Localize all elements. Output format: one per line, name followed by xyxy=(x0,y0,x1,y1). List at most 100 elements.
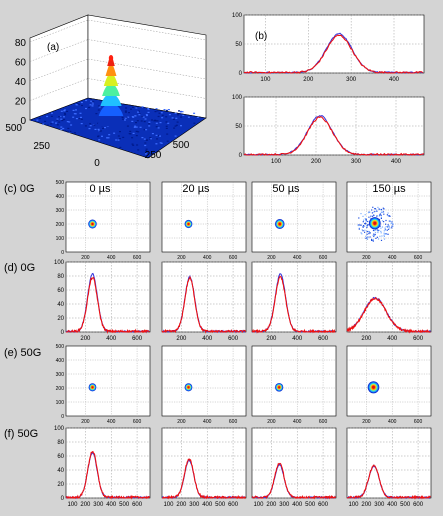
surface-noise xyxy=(137,111,139,113)
heatmap-noise xyxy=(362,221,364,223)
panel-row-label: (d) 0G xyxy=(4,262,35,274)
surface-z-grid xyxy=(87,58,207,80)
surface-peak-band xyxy=(105,66,117,76)
surface-noise xyxy=(72,116,75,118)
heatmap-x-tick-label: 400 xyxy=(293,419,302,425)
heatmap-noise xyxy=(374,208,377,210)
heatmap-noise xyxy=(369,211,371,213)
heatmap-noise xyxy=(359,224,361,226)
heatmap-noise xyxy=(379,235,381,237)
row-f-plot-2-plot-area xyxy=(251,427,337,499)
row-d-plot-0-x-tick-label: 400 xyxy=(106,336,117,342)
row-d-plot-1-x-tick-label: 200 xyxy=(176,336,187,342)
heatmap-noise xyxy=(389,227,391,229)
surface-noise xyxy=(101,135,103,137)
surface-noise xyxy=(168,114,171,116)
surface-noise xyxy=(132,132,135,134)
heatmap-noise xyxy=(367,212,370,214)
surface-noise xyxy=(50,112,53,114)
row-f-plot-3-x-tick-label: 200 xyxy=(361,502,372,508)
surface-noise xyxy=(98,130,101,132)
heatmap-spot-ring xyxy=(91,222,94,226)
surface-noise xyxy=(70,124,73,126)
plot-b-bottom-y-tick-label: 50 xyxy=(235,124,242,130)
row-f-plot-1-x-tick-label: 300 xyxy=(189,502,200,508)
heatmap-noise xyxy=(368,233,370,235)
heatmap-noise xyxy=(387,212,389,214)
surface-noise xyxy=(72,109,75,111)
heatmap-noise xyxy=(379,213,381,215)
surface-noise xyxy=(66,110,69,112)
surface-noise xyxy=(78,103,81,105)
surface-noise xyxy=(180,116,183,118)
heatmap-x-tick-label: 200 xyxy=(81,419,90,425)
surface-noise xyxy=(171,117,174,119)
heatmap-noise xyxy=(387,215,389,217)
surface-noise xyxy=(89,104,92,106)
heatmap-noise xyxy=(367,220,369,223)
surface-x-tick-label: 500 xyxy=(173,140,190,151)
surface-noise xyxy=(165,109,168,111)
surface-noise xyxy=(113,132,116,134)
heatmap-x-tick-label: 200 xyxy=(267,255,276,261)
surface-noise xyxy=(145,129,148,131)
surface-noise xyxy=(160,142,163,144)
heatmap-x-tick-label: 200 xyxy=(177,419,186,425)
surface-noise xyxy=(90,99,93,101)
surface-noise xyxy=(141,137,144,139)
row-f-plot-0-x-tick-label: 200 xyxy=(80,502,91,508)
row-d-plot-3-x-tick-label: 400 xyxy=(387,336,398,342)
heatmap-noise xyxy=(366,226,368,229)
heatmap-noise xyxy=(389,215,391,217)
surface-z-tick-label: 20 xyxy=(15,97,27,108)
heatmap-noise xyxy=(383,230,385,232)
panel-row-label: (f) 50G xyxy=(4,428,38,440)
heatmap-noise xyxy=(383,235,385,237)
heatmap-noise xyxy=(380,232,382,234)
surface-z-grid xyxy=(29,39,89,62)
surface-noise xyxy=(36,119,39,121)
row-d-plot-3-x-tick-label: 600 xyxy=(413,336,424,342)
heatmap-noise xyxy=(374,232,377,234)
row-f-plot-1-x-tick-label: 600 xyxy=(228,502,239,508)
surface-noise xyxy=(150,138,152,140)
surface-noise xyxy=(46,115,49,118)
surface-z-tick-label: 40 xyxy=(15,77,27,88)
row-d-plot-3-plot-area xyxy=(346,261,432,333)
heatmap-noise xyxy=(371,238,373,241)
surface-noise xyxy=(173,127,176,129)
panel-row-label: (e) 50G xyxy=(4,347,41,359)
plot-b-top-y-tick-label: 50 xyxy=(235,42,242,48)
surface-noise xyxy=(121,116,124,118)
surface-noise xyxy=(119,131,121,133)
surface-peak-band xyxy=(97,116,125,126)
row-f-plot-2-x-tick-label: 200 xyxy=(266,502,277,508)
surface-noise xyxy=(145,148,148,150)
heatmap-noise xyxy=(373,234,375,237)
row-f-plot-0-plot-area xyxy=(65,427,151,499)
heatmap-noise xyxy=(372,206,374,208)
heatmap-noise xyxy=(383,238,386,240)
surface-noise xyxy=(165,121,168,123)
row-f-plot-1-x-tick-label: 500 xyxy=(215,502,226,508)
surface-noise xyxy=(151,119,153,121)
surface-noise xyxy=(156,110,159,112)
surface-noise xyxy=(64,130,67,132)
surface-noise xyxy=(174,135,177,137)
row-f-plot-3-series-red xyxy=(346,464,431,500)
surface-noise xyxy=(97,105,100,107)
heatmap-noise xyxy=(361,229,363,231)
surface-noise xyxy=(155,134,158,136)
heatmap-y-tick-label: 400 xyxy=(56,358,65,364)
surface-noise xyxy=(129,130,132,132)
row-f-plot-3-x-tick-label: 400 xyxy=(387,502,398,508)
surface-noise xyxy=(155,122,158,124)
heatmap-noise xyxy=(357,224,359,227)
row-d-plot-0-y-tick-label: 100 xyxy=(54,260,65,266)
heatmap-noise xyxy=(380,230,382,232)
surface-noise xyxy=(126,125,129,127)
heatmap-noise xyxy=(362,226,364,228)
row-f-plot-2-x-tick-label: 600 xyxy=(318,502,329,508)
row-d-plot-1-plot-area xyxy=(161,261,247,333)
